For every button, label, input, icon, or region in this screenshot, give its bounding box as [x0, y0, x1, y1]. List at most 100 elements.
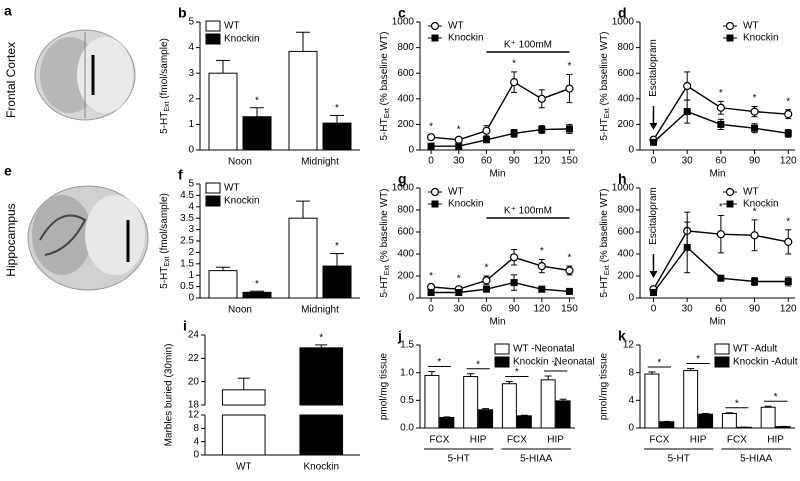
marker: [510, 279, 518, 287]
y-tick-label: 1.0: [400, 367, 414, 378]
x-tick-label: 30: [682, 304, 694, 315]
marker: [750, 231, 759, 240]
y-axis-label: 5-HTExt (% baseline WT): [599, 188, 611, 297]
legend-label: WT: [448, 187, 464, 198]
legend-label: WT: [743, 21, 759, 32]
bar: [242, 291, 272, 299]
x-axis-label: Min: [489, 169, 505, 180]
bar: [540, 379, 556, 429]
x-tick-label: Midnight: [301, 157, 339, 168]
panel-letter: d: [618, 5, 627, 21]
significance-mark: *: [457, 274, 461, 285]
y-tick-label: 0: [628, 145, 634, 156]
y-tick-label: 200: [617, 119, 634, 130]
series-line: [431, 81, 570, 141]
x-tick-label: 150: [561, 304, 578, 315]
significance-mark: *: [786, 96, 790, 107]
arrow-head: [649, 123, 658, 130]
marker: [510, 78, 519, 87]
x-tick-label: 90: [749, 156, 761, 167]
row-label: Frontal Cortex: [4, 42, 18, 118]
legend-label: WT: [743, 187, 759, 198]
significance-mark: *: [335, 103, 339, 114]
significance-mark: *: [774, 392, 778, 403]
marker: [538, 285, 546, 293]
significance-mark: *: [657, 358, 661, 369]
bar: [644, 373, 660, 429]
legend-marker: [430, 21, 440, 31]
marker: [683, 243, 691, 251]
marker: [751, 278, 759, 285]
x-tick-label: 60: [481, 156, 493, 167]
bar: [478, 409, 494, 429]
y-tick-label: 400: [397, 249, 414, 260]
bar: [299, 347, 344, 406]
significance-mark: *: [719, 202, 723, 213]
y-axis-label-part: (% baseline WT): [379, 188, 390, 265]
bar: [208, 270, 238, 299]
significance-mark: *: [512, 59, 516, 70]
bar: [463, 376, 479, 429]
significance-mark: *: [476, 359, 480, 370]
bar: [322, 265, 352, 299]
y-axis-label-part: 5-HT: [159, 267, 170, 289]
marker: [537, 94, 546, 103]
significance-mark: *: [568, 61, 572, 72]
x-tick-label: Noon: [228, 157, 252, 168]
x-tick-label: Knockin: [303, 462, 339, 473]
span-annotation-text: K⁺ 100mM: [504, 206, 552, 217]
significance-mark: *: [437, 357, 441, 368]
y-axis-label-part: (% baseline WT): [599, 188, 610, 265]
y-tick-label: 0: [408, 293, 414, 304]
marker: [784, 278, 792, 285]
y-tick-label: 20: [188, 376, 200, 387]
y-axis-label-part: 5-HT: [599, 118, 610, 140]
marker: [750, 107, 759, 116]
legend-label: Knockin: [448, 33, 484, 44]
y-axis-label-part: 5-HT: [599, 275, 610, 297]
y-tick-label: 0: [188, 145, 194, 156]
y-tick-label: 3: [188, 68, 194, 79]
x-axis-label: Min: [709, 317, 725, 328]
y-tick-label: 1: [188, 119, 194, 130]
legend-label: Knockin -Neonatal: [513, 357, 595, 368]
bar: [424, 374, 440, 429]
x-tick-label: Midnight: [301, 305, 339, 316]
bar: [242, 116, 272, 151]
bar: [659, 421, 675, 429]
y-axis-label-part: (fmol/sample): [159, 193, 170, 256]
y-tick-label: 4.5: [180, 190, 194, 201]
bar: [698, 413, 714, 429]
x-tick-label: HIP: [690, 435, 707, 446]
legend-swatch: [494, 343, 510, 355]
marker: [426, 133, 436, 142]
bar: [288, 50, 318, 151]
marker: [784, 237, 793, 246]
legend-label: Knockin: [743, 33, 779, 44]
bar-lower-part: [221, 414, 266, 456]
legend-swatch: [494, 356, 510, 368]
y-tick-label: 1: [188, 270, 194, 281]
x-tick-label: HIP: [767, 435, 784, 446]
y-tick-label: 800: [397, 42, 414, 53]
x-tick-label: 120: [533, 156, 550, 167]
x-tick-label: 120: [780, 156, 797, 167]
marker: [716, 230, 725, 239]
y-tick-label: 600: [397, 227, 414, 238]
y-tick-label: 600: [397, 68, 414, 79]
legend-label: Knockin: [743, 199, 779, 210]
legend-label: Knockin: [224, 34, 260, 45]
legend-marker: [725, 21, 735, 31]
y-tick-label: 4: [628, 395, 634, 406]
marker: [565, 125, 573, 133]
legend-swatch: [205, 20, 221, 32]
y-tick-label: 1.5: [400, 340, 414, 351]
legend-label: WT: [448, 21, 464, 32]
x-tick-label: FCX: [507, 435, 527, 446]
marker: [784, 129, 792, 137]
brain-section-hippocampus: [27, 185, 149, 291]
group-label: 5-HT: [668, 454, 690, 465]
y-tick-label: 18: [188, 400, 200, 411]
x-tick-label: 120: [533, 304, 550, 315]
x-tick-label: FCX: [727, 435, 747, 446]
